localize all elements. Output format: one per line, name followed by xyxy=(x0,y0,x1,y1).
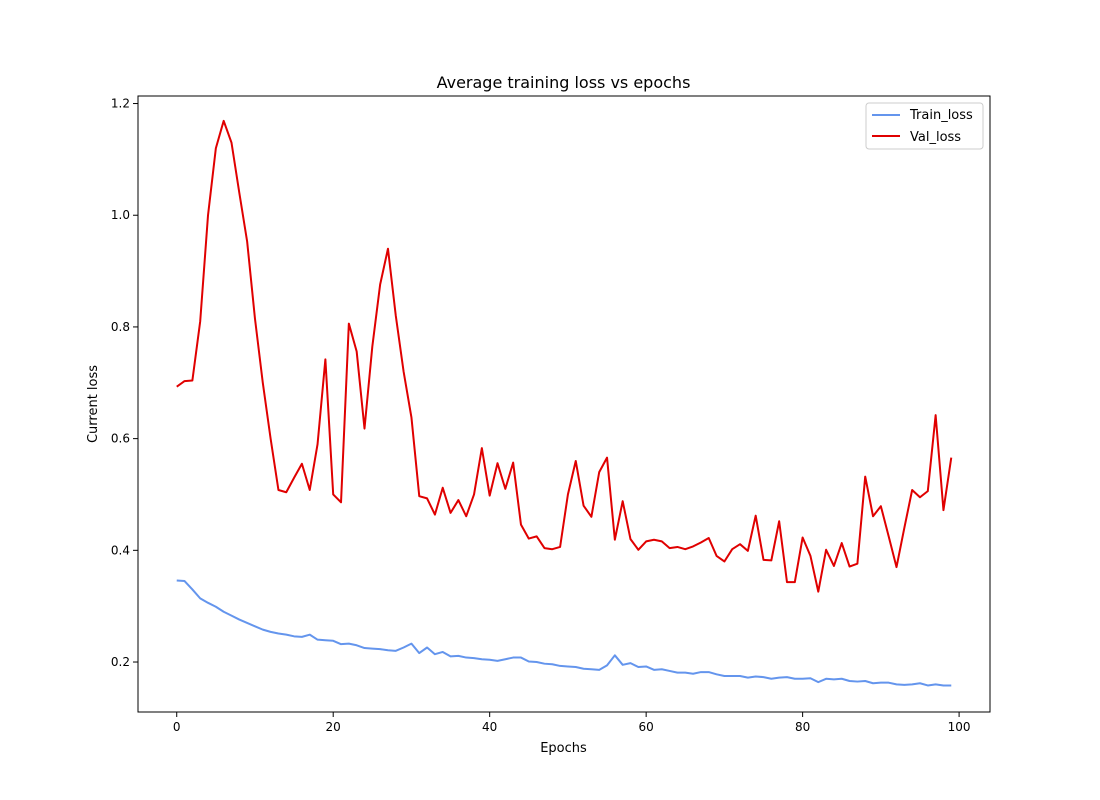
legend-label-val-loss: Val_loss xyxy=(910,130,961,145)
legend-label-train-loss: Train_loss xyxy=(909,108,973,123)
x-tick-label: 40 xyxy=(482,720,497,734)
y-tick-label: 1.0 xyxy=(111,208,130,222)
x-axis: 0 20 40 60 80 100 xyxy=(173,712,971,734)
y-tick-label: 0.8 xyxy=(111,320,130,334)
x-tick-label: 20 xyxy=(326,720,341,734)
y-tick-label: 0.2 xyxy=(111,655,130,669)
y-tick-label: 1.2 xyxy=(111,97,130,111)
x-tick-label: 100 xyxy=(948,720,971,734)
legend: Train_loss Val_loss xyxy=(865,102,984,150)
series-line-val-loss xyxy=(176,119,953,593)
y-axis-label: Current loss xyxy=(86,365,101,443)
plot-area xyxy=(138,96,990,712)
chart-title: Average training loss vs epochs xyxy=(437,73,691,92)
y-tick-label: 0.6 xyxy=(111,432,130,446)
x-tick-label: 80 xyxy=(795,720,810,734)
x-tick-label: 0 xyxy=(173,720,181,734)
y-axis: 0.2 0.4 0.6 0.8 1.0 1.2 xyxy=(111,97,138,669)
x-tick-label: 60 xyxy=(639,720,654,734)
x-axis-label: Epochs xyxy=(540,741,587,756)
y-tick-label: 0.4 xyxy=(111,543,130,557)
series-layer xyxy=(176,119,953,687)
plot-frame xyxy=(137,95,991,713)
series-line-train-loss xyxy=(176,579,952,687)
